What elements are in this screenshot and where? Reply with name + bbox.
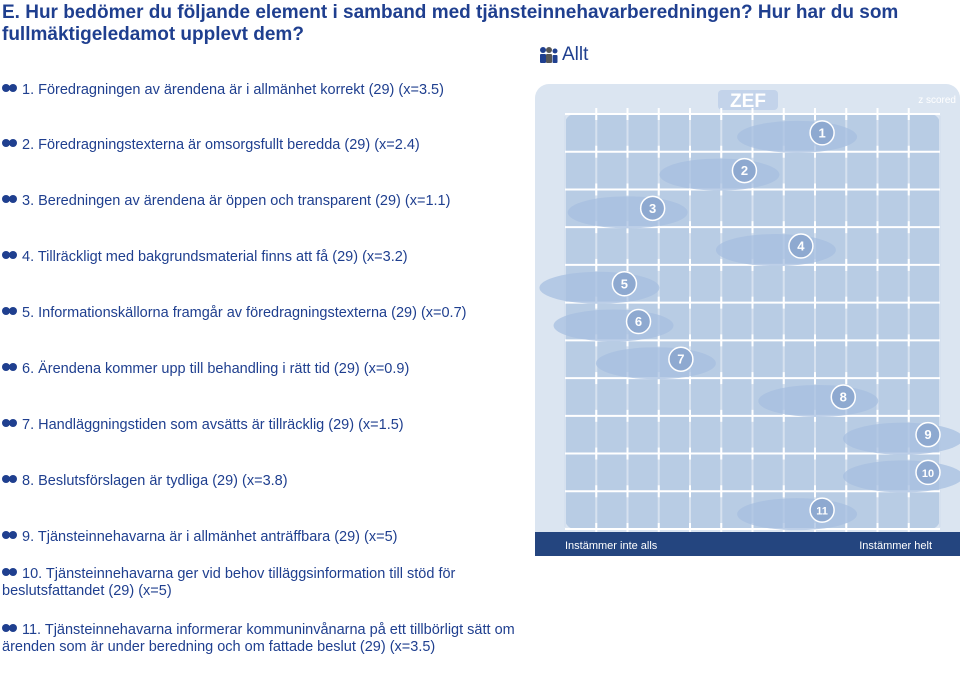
item-halo: [595, 347, 716, 380]
item-label: 1: [818, 125, 825, 140]
question-text: 7. Handläggningstiden som avsätts är til…: [22, 417, 404, 433]
question-item: 4. Tillräckligt med bakgrundsmaterial fi…: [2, 249, 522, 266]
item-marker: [639, 195, 666, 222]
item-marker: [611, 271, 638, 297]
item-marker: [830, 384, 857, 410]
item-halo: [758, 384, 879, 417]
item-halo: [737, 120, 858, 153]
bullet-icon: [2, 84, 18, 93]
people-icon: [540, 47, 558, 63]
bullet-icon: [2, 307, 18, 316]
question-item: 5. Informationskällorna framgår av föred…: [2, 305, 522, 322]
bullet-icon: [2, 568, 18, 577]
bullet-icon: [2, 363, 18, 372]
bullet-icon: [2, 139, 18, 148]
bullet-icon: [2, 531, 18, 540]
item-label: 2: [741, 163, 748, 178]
item-marker: [625, 308, 652, 335]
zef-logo-bg: [718, 90, 778, 110]
item-halo: [567, 196, 688, 229]
chart-footer: [535, 532, 960, 556]
zef-chart: ZEF z scored 1 2 3 4 5 6 7 8 9 10 11 Instämmer inte a…: [535, 84, 960, 556]
item-marker: [668, 346, 694, 372]
question-item: 11. Tjänsteinnehavarna informerar kommun…: [2, 622, 522, 656]
question-text: 6. Ärendena kommer upp till behandling i…: [22, 361, 410, 377]
x-label-left: Instämmer inte alls: [565, 540, 658, 552]
item-label: 3: [649, 201, 656, 216]
item-label: 11: [816, 506, 828, 518]
question-text: 4. Tillräckligt med bakgrundsmaterial fi…: [22, 249, 408, 265]
bullet-icon: [2, 419, 18, 428]
zef-logo: ZEF: [730, 91, 766, 112]
item-label: 6: [635, 314, 642, 329]
item-marker: [788, 233, 814, 259]
item-halo: [715, 234, 836, 267]
item-halo: [553, 309, 674, 342]
zef-chart-svg: ZEF z scored 1 2 3 4 5 6 7 8 9 10 11 Instämmer inte a…: [535, 84, 960, 556]
group-label-text: Allt: [562, 44, 589, 65]
item-label: 9: [924, 427, 931, 442]
question-item: 9. Tjänsteinnehavarna är i allmänhet ant…: [2, 529, 522, 546]
question-text: 5. Informationskällorna framgår av föred…: [22, 305, 467, 321]
item-marker: [731, 157, 758, 184]
question-text: 1. Föredragningen av ärendena är i allmä…: [22, 82, 444, 98]
group-label: Allt: [538, 44, 588, 66]
question-item: 1. Föredragningen av ärendena är i allmä…: [2, 82, 522, 99]
item-marker: [809, 120, 835, 146]
x-label-right: Instämmer helt: [859, 540, 932, 552]
question-item: 10. Tjänsteinnehavarna ger vid behov til…: [2, 566, 522, 600]
question-item: 7. Handläggningstiden som avsätts är til…: [2, 417, 522, 434]
item-halo: [843, 460, 960, 493]
item-label: 4: [797, 239, 805, 254]
question-text: 8. Beslutsförslagen är tydliga (29) (x=3…: [22, 473, 288, 489]
question-item: 8. Beslutsförslagen är tydliga (29) (x=3…: [2, 473, 522, 490]
item-label: 8: [840, 389, 847, 404]
item-marker: [809, 497, 835, 523]
item-marker: [915, 459, 941, 486]
question-text: 9. Tjänsteinnehavarna är i allmänhet ant…: [22, 529, 398, 545]
question-item: 3. Beredningen av ärendena är öppen och …: [2, 193, 522, 210]
item-label: 7: [677, 352, 684, 367]
question-item: 6. Ärendena kommer upp till behandling i…: [2, 361, 522, 378]
page-title: E. Hur bedömer du följande element i sam…: [2, 2, 899, 45]
item-halo: [539, 271, 660, 304]
item-halo: [737, 498, 858, 531]
bullet-icon: [2, 624, 18, 633]
item-label: 5: [621, 276, 628, 291]
question-text: 2. Föredragningstexterna är omsorgsfullt…: [22, 137, 420, 153]
bullet-icon: [2, 251, 18, 260]
question-text: 3. Beredningen av ärendena är öppen och …: [22, 193, 451, 209]
item-halo: [659, 158, 780, 191]
z-scored-badge: z scored: [918, 95, 956, 106]
item-marker: [915, 421, 941, 448]
question-text: 11. Tjänsteinnehavarna informerar kommun…: [2, 622, 515, 655]
item-label: 10: [922, 468, 934, 480]
item-halo: [843, 422, 960, 455]
bullet-icon: [2, 475, 18, 484]
question-text: 10. Tjänsteinnehavarna ger vid behov til…: [2, 566, 456, 599]
question-item: 2. Föredragningstexterna är omsorgsfullt…: [2, 137, 522, 154]
bullet-icon: [2, 195, 18, 204]
